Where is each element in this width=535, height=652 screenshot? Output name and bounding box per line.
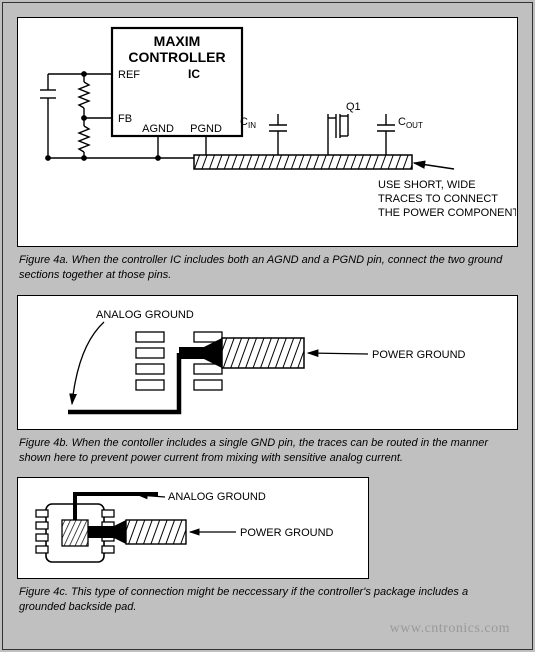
figure-4a-caption: Figure 4a. When the controller IC includ…: [17, 253, 518, 283]
cout-label: C: [398, 116, 406, 128]
page-container: MAXIM CONTROLLER IC REF FB AGND PGND: [2, 2, 533, 650]
pin-fb: FB: [118, 113, 132, 125]
fb-power-label: POWER GROUND: [372, 349, 466, 361]
annot-2: TRACES TO CONNECT: [378, 193, 498, 205]
annot-3: THE POWER COMPONENTS: [378, 207, 516, 219]
figure-4c-caption: Figure 4c. This type of connection might…: [17, 585, 518, 615]
fb-analog-label: ANALOG GROUND: [96, 309, 194, 321]
chip-subtitle: IC: [188, 67, 200, 81]
figure-4a-box: MAXIM CONTROLLER IC REF FB AGND PGND: [17, 17, 518, 247]
chip-name-2: CONTROLLER: [128, 49, 225, 65]
figure-4b-svg: ANALOG GROUND POWER GROUND: [18, 296, 516, 428]
chip-name-1: MAXIM: [154, 33, 201, 49]
pin-agnd: AGND: [142, 123, 174, 135]
pin-pgnd: PGND: [190, 123, 222, 135]
fc-analog-label: ANALOG GROUND: [168, 491, 266, 503]
fc-power-label: POWER GROUND: [240, 527, 334, 539]
figure-4b-caption: Figure 4b. When the contoller includes a…: [17, 436, 518, 466]
figure-4c-svg: ANALOG GROUND POWER GROUND: [18, 478, 368, 578]
figure-4c-box: ANALOG GROUND POWER GROUND: [17, 477, 369, 579]
watermark: www.cntronics.com: [390, 621, 510, 637]
cout-sub: OUT: [406, 121, 423, 130]
figure-4a-svg: MAXIM CONTROLLER IC REF FB AGND PGND: [18, 18, 516, 246]
svg-text:CIN: CIN: [240, 116, 256, 130]
pin-ref: REF: [118, 69, 140, 81]
cin-sub: IN: [248, 121, 256, 130]
annot-1: USE SHORT, WIDE: [378, 179, 476, 191]
figure-4b-box: ANALOG GROUND POWER GROUND: [17, 295, 518, 430]
cin-label: C: [240, 116, 248, 128]
svg-text:COUT: COUT: [398, 116, 423, 130]
q1-label: Q1: [346, 101, 361, 113]
